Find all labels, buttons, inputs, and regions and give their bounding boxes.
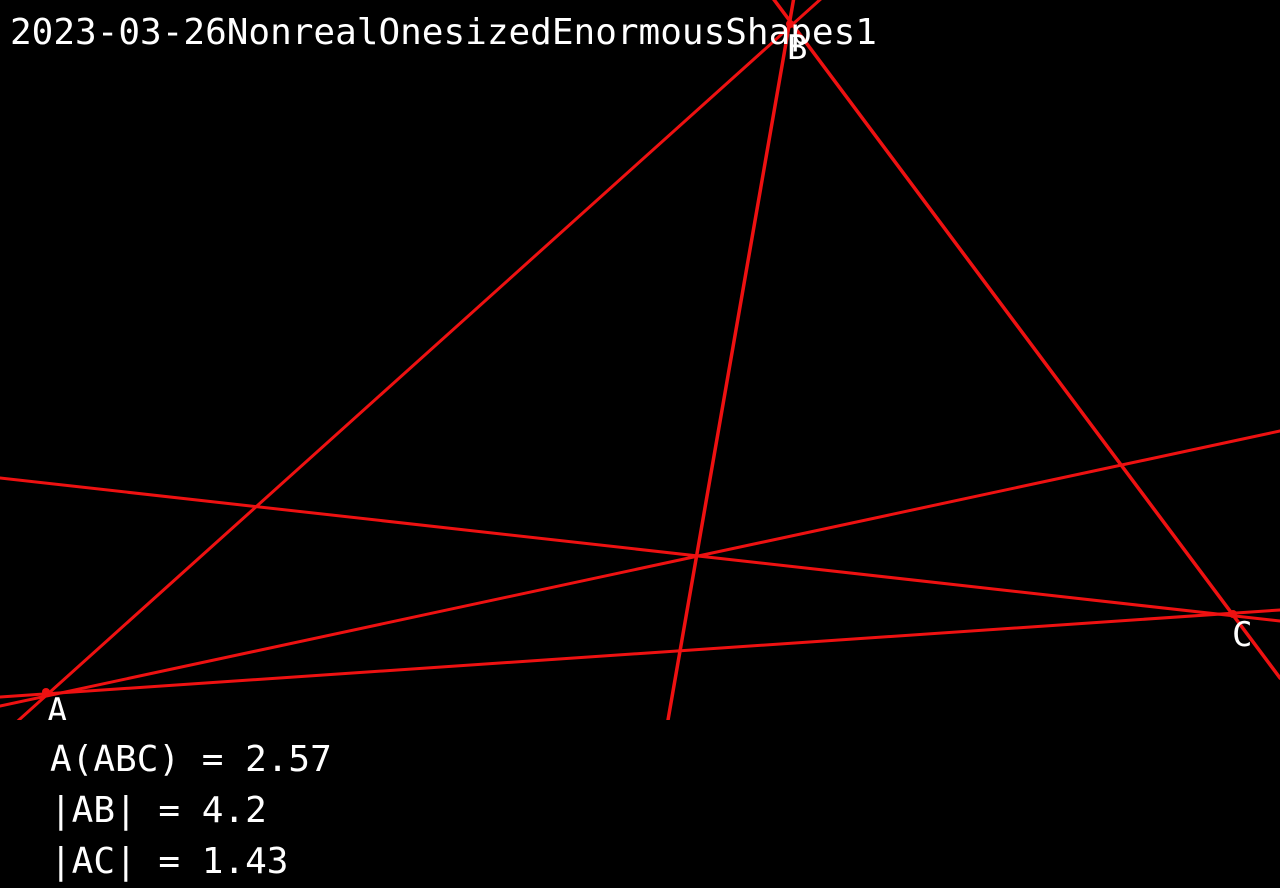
vertex-label-a: A <box>47 691 68 720</box>
altitude-from-a <box>0 429 1280 708</box>
length-ac-readout: |AC| = 1.43 <box>50 841 289 882</box>
vertex-c-point[interactable] <box>1229 610 1237 618</box>
line-ab <box>16 0 822 720</box>
altitude-from-b <box>666 0 796 720</box>
vertex-label-b: B <box>787 28 808 68</box>
vertex-a-point[interactable] <box>42 688 50 696</box>
altitude-from-c <box>0 476 1280 623</box>
vertex-label-c: C <box>1232 615 1253 655</box>
length-ab-readout: |AB| = 4.2 <box>50 790 267 831</box>
diagram-title: 2023-03-26NonrealOnesizedEnormousShapes1 <box>10 12 877 53</box>
line-ac <box>0 608 1280 699</box>
area-abc-readout: A(ABC) = 2.57 <box>50 739 332 780</box>
geometry-canvas: 2023-03-26NonrealOnesizedEnormousShapes1… <box>0 0 1280 720</box>
vertex-b-point[interactable] <box>786 20 794 28</box>
construction-svg <box>0 0 1280 720</box>
line-bc <box>772 0 1280 680</box>
measurements-panel: A(ABC) = 2.57 |AB| = 4.2 |AC| = 1.43 <box>50 734 332 887</box>
